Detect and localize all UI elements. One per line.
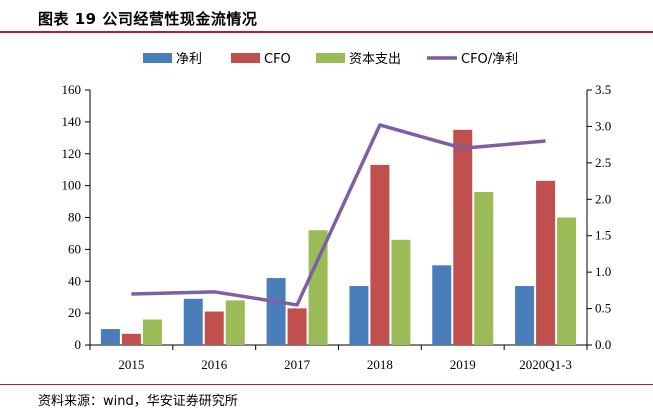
bar-2-0	[142, 319, 162, 345]
left-tick-label: 160	[62, 82, 82, 97]
legend-swatch-0	[143, 53, 172, 63]
legend-label-3: CFO/净利	[461, 52, 518, 67]
right-tick-label: 1.0	[595, 264, 611, 279]
legend-swatch-2	[316, 53, 345, 63]
figure-title: 图表 19 公司经营性现金流情况	[38, 10, 258, 28]
bar-0-5	[515, 286, 535, 345]
left-tick-label: 120	[62, 146, 82, 161]
left-tick-label: 0	[75, 337, 82, 352]
x-tick-label: 2015	[118, 357, 144, 372]
bar-2-4	[474, 192, 494, 345]
bar-0-1	[183, 298, 203, 345]
right-tick-label: 0.0	[595, 337, 611, 352]
left-tick-label: 140	[62, 114, 82, 129]
legend-label-2: 资本支出	[349, 52, 401, 67]
left-tick-label: 60	[68, 241, 81, 256]
bar-2-2	[308, 230, 328, 345]
left-tick-label: 80	[68, 210, 81, 225]
bar-2-5	[557, 217, 577, 345]
x-tick-label: 2017	[284, 357, 311, 372]
legend-label-0: 净利	[176, 52, 202, 67]
source-note: 资料来源：wind，华安证券研究所	[38, 394, 238, 409]
x-tick-label: 2019	[450, 357, 476, 372]
right-tick-label: 1.5	[595, 228, 611, 243]
bar-1-4	[453, 129, 473, 345]
bar-1-5	[536, 180, 556, 345]
x-tick-label: 2020Q1-3	[519, 357, 572, 372]
combo-chart: 0 20 40 60 80 100 120 140 160 0.0 0.5 1.0 1.5 2.0 2.5 3…	[62, 52, 612, 372]
title-divider	[0, 31, 653, 33]
bar-1-3	[370, 164, 390, 345]
bar-0-0	[100, 329, 120, 345]
bar-2-1	[225, 300, 245, 345]
bar-0-4	[432, 265, 452, 345]
bar-2-3	[391, 239, 411, 345]
right-tick-label: 0.5	[595, 301, 611, 316]
bar-0-3	[349, 286, 369, 345]
left-tick-label: 20	[68, 305, 81, 320]
right-tick-label: 2.0	[595, 191, 611, 206]
source-divider	[0, 384, 653, 385]
x-tick-label: 2016	[201, 357, 228, 372]
legend-label-1: CFO	[264, 52, 291, 67]
bar-1-1	[204, 311, 224, 345]
ratio-line	[131, 123, 546, 307]
right-tick-label: 3.0	[595, 118, 611, 133]
right-tick-label: 3.5	[595, 82, 611, 97]
legend-swatch-1	[231, 53, 260, 63]
left-tick-label: 40	[68, 273, 81, 288]
bar-0-2	[266, 278, 286, 345]
right-tick-label: 2.5	[595, 155, 611, 170]
bar-1-0	[121, 333, 141, 345]
bar-1-2	[287, 308, 307, 345]
left-tick-label: 100	[62, 178, 82, 193]
x-tick-label: 2018	[367, 357, 393, 372]
